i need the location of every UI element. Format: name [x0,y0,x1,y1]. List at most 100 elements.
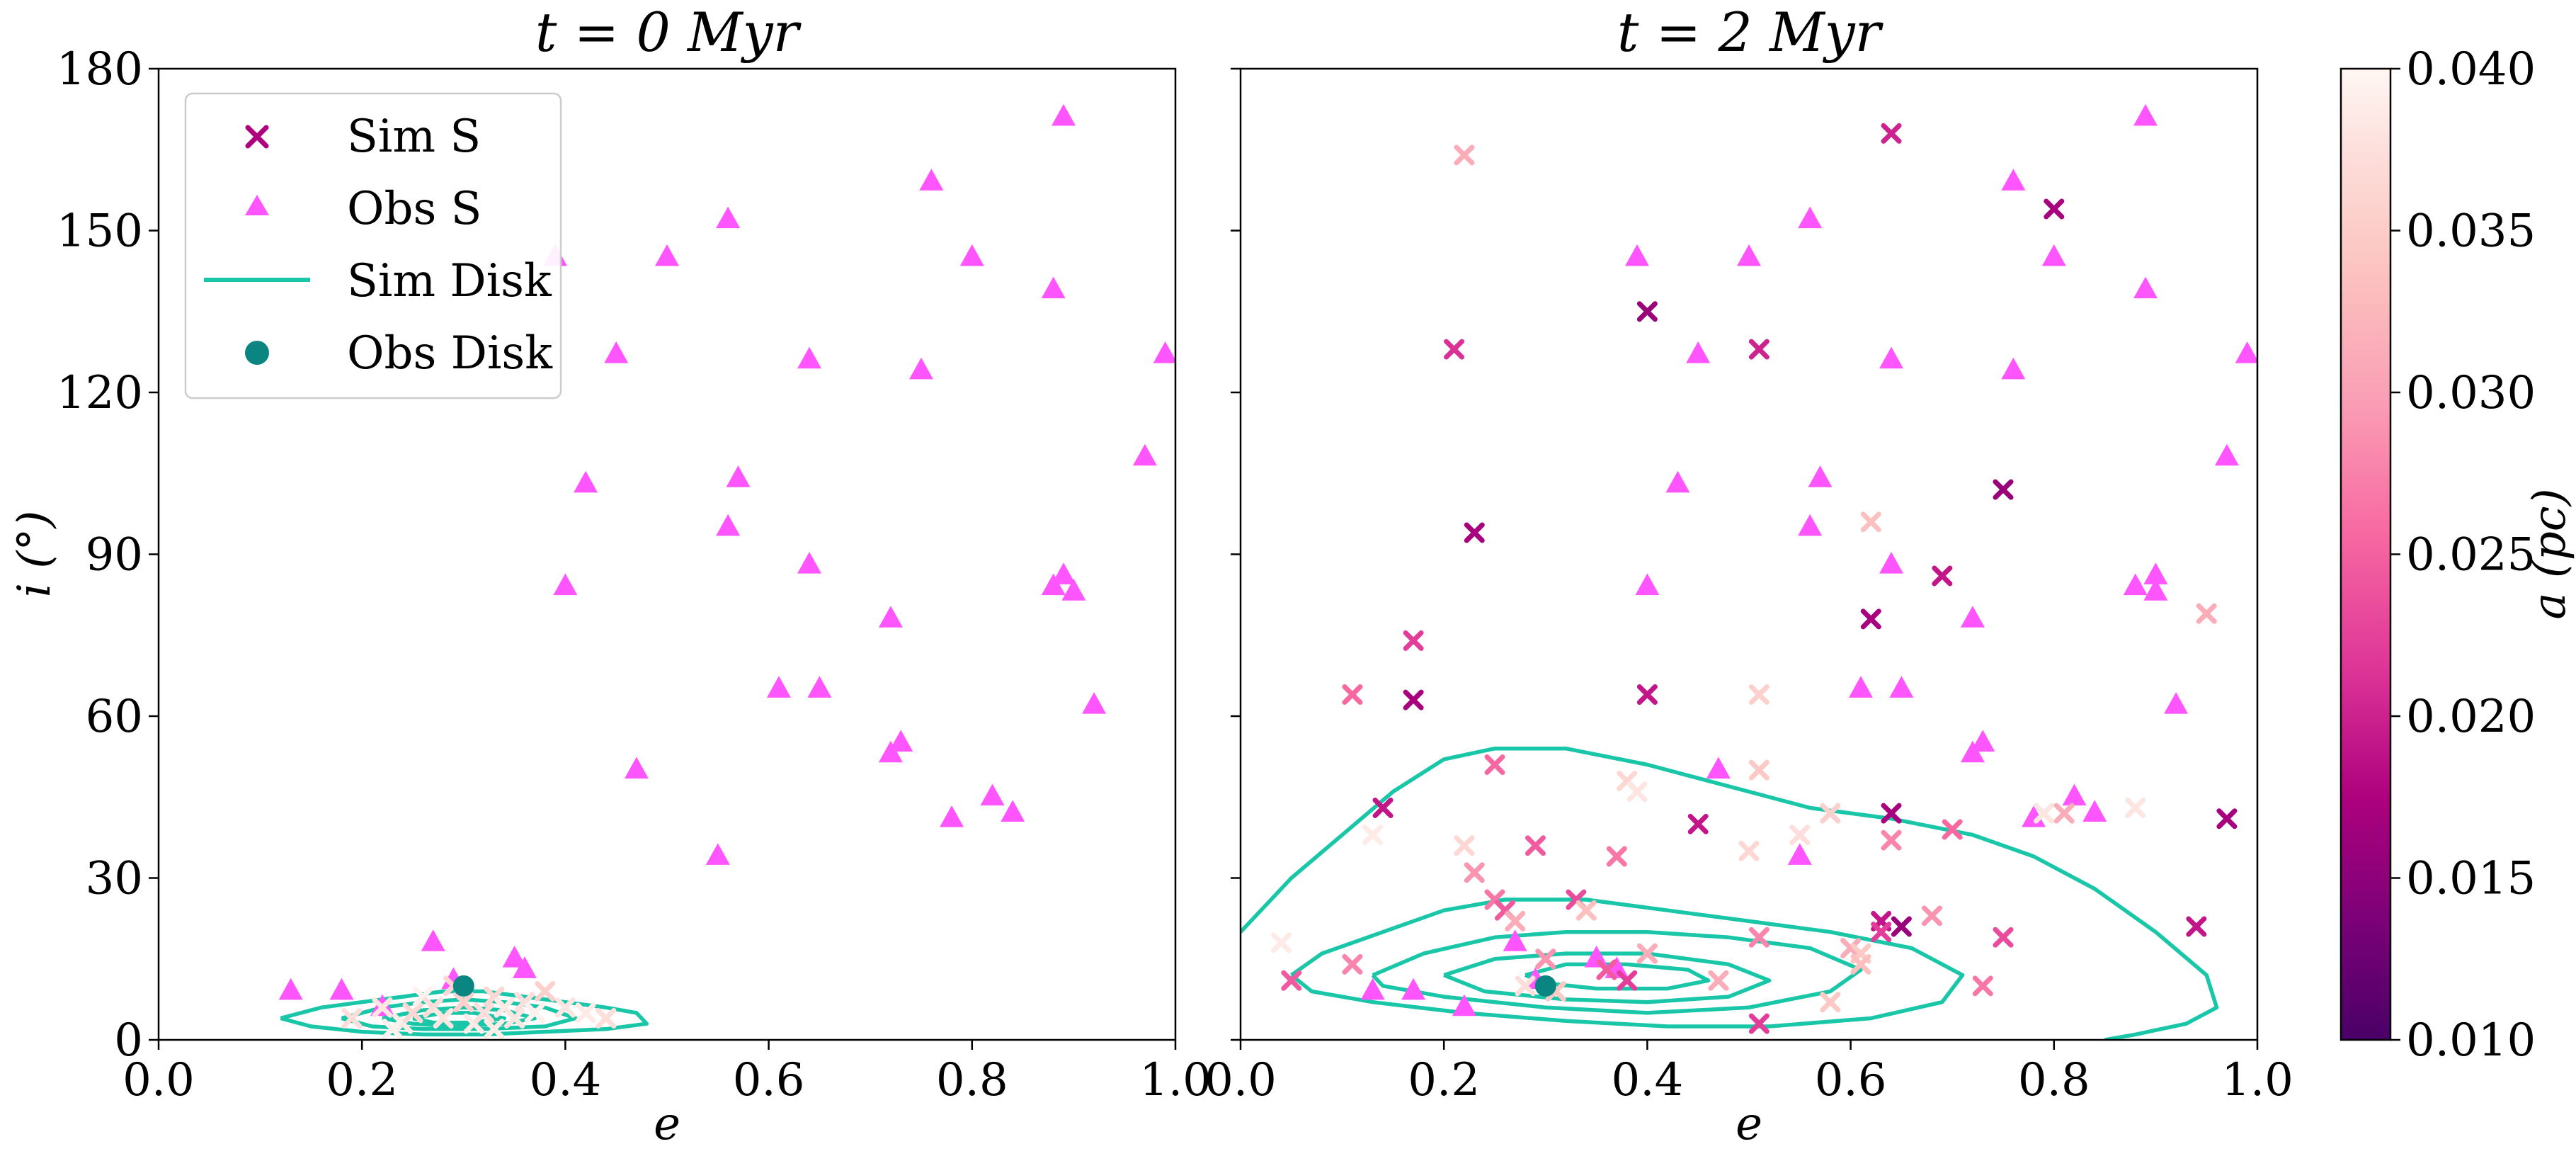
obs-s-point [1052,103,1076,126]
sim-s-point [1850,953,1871,975]
obs-s-point [553,573,578,596]
legend-entry-sim-s: Sim S [245,111,481,163]
obs-s-point [940,805,964,827]
obs-disk-point [452,975,474,997]
obs-s-point [1041,276,1066,299]
sim-s-point [1820,803,1841,824]
obs-s-point [2143,562,2168,584]
sim-s-point [1748,927,1769,948]
sim-s-point [1871,922,1892,943]
sim-s-point [1993,927,2014,948]
obs-s-point [716,206,741,229]
y-tick-label: 90 [86,529,143,582]
sim-s-point [1921,905,1942,927]
sim-s-point [402,1002,423,1024]
sim-s-point [2033,803,2054,824]
obs-s-point [766,676,791,698]
obs-s-point [2214,443,2239,466]
sim-s-point [433,1008,454,1029]
sim-s-point [341,1008,363,1029]
obs-s-point [1082,692,1107,714]
obs-s-point [878,606,903,628]
obs-s-point [1052,562,1076,584]
legend-triangle-marker [245,195,269,215]
sim-s-point [1789,825,1811,846]
colorbar-tick-label: 0.030 [2406,367,2536,419]
x-tick-label: 0.4 [530,1054,602,1106]
obs-s-point [1879,346,1904,369]
sim-disk-contour [1371,929,1863,1015]
legend-entry-obs-disk: Obs Disk [245,327,553,380]
sim-s-point [1270,932,1292,953]
sim-s-point [1932,565,1953,587]
colorbar-tick-label: 0.020 [2406,691,2536,743]
legend-label-obs-disk: Obs Disk [347,327,553,380]
sim-s-point [1342,953,1363,975]
y-tick-label: 0 [114,1014,143,1067]
obs-s-point [1737,244,1761,266]
sim-s-point [1464,522,1485,543]
sim-s-point [382,1019,403,1040]
panel-right-ticks: 0.0 0.2 0.4 0.6 0.8 1.0 [1204,67,2293,1106]
sim-s-point [1636,684,1658,706]
obs-s-point [1503,929,1527,951]
obs-s-point [2022,805,2046,827]
sim-s-point [1972,975,1993,997]
sim-s-point [2196,603,2217,624]
sim-s-point [474,1002,495,1024]
sim-s-point [1403,630,1424,651]
obs-s-point [2164,692,2189,714]
x-tick-label: 0.6 [1815,1054,1887,1106]
obs-s-point [1584,946,1609,968]
y-tick-label: 180 [57,43,143,96]
obs-s-point [1848,676,1873,698]
panel-left-title: t = 0 Myr [535,1,802,64]
sim-s-point [1881,803,1902,824]
sim-s-point [1687,813,1709,834]
sim-s-point [575,1002,596,1024]
obs-s-point [329,978,354,1000]
y-tick-label: 60 [86,691,143,743]
sim-s-point [1881,123,1902,144]
panel-right-title: t = 2 Myr [1617,1,1884,64]
sim-s-point [554,997,576,1018]
sim-s-point [1484,754,1505,776]
obs-s-point [2133,103,2158,126]
sim-s-point [1860,608,1881,630]
obs-s-point [1808,465,1833,487]
sim-s-point [2186,916,2207,937]
obs-s-point [2123,573,2148,596]
legend: Sim S Obs S Sim Disk Obs Disk [184,92,562,400]
sim-s-point [1860,511,1881,533]
obs-s-point [1625,244,1650,266]
legend-entry-sim-disk: Sim Disk [204,255,552,307]
sim-s-point [1444,339,1465,360]
obs-s-point [1960,606,1985,628]
sim-s-point [1575,900,1597,921]
obs-s-point [1360,978,1385,1000]
sim-s-point [1617,970,1638,991]
colorbar-tick-label: 0.025 [2406,529,2536,582]
obs-s-point [1665,470,1690,493]
obs-s-point [1971,730,1995,752]
colorbar-ticks: 0.010 0.015 0.020 0.025 0.030 0.035 0.040 [2390,43,2536,1067]
legend-label-sim-s: Sim S [347,111,481,163]
obs-s-point [726,465,751,487]
sim-s-point [1891,916,1912,937]
sim-s-point [1636,943,1658,964]
sim-s-point [1993,479,2014,500]
obs-s-point [574,470,598,493]
obs-s-point [889,730,913,752]
sim-s-point [1454,145,1475,166]
obs-s-point [1153,341,1175,363]
sim-s-point [1820,992,1841,1013]
y-tick-label: 30 [86,853,143,905]
panel-left: t = 0 Myr 0.0 0.2 0.4 0.6 0.8 1.0 0 30 60 90 120 15… [8,1,1212,1150]
obs-s-point [1132,443,1157,466]
colorbar-tick-label: 0.040 [2406,43,2536,96]
sim-s-point [1464,862,1485,883]
sim-s-point [1362,825,1384,846]
colorbar-gradient [2340,67,2392,1041]
sim-s-point [595,1008,617,1029]
